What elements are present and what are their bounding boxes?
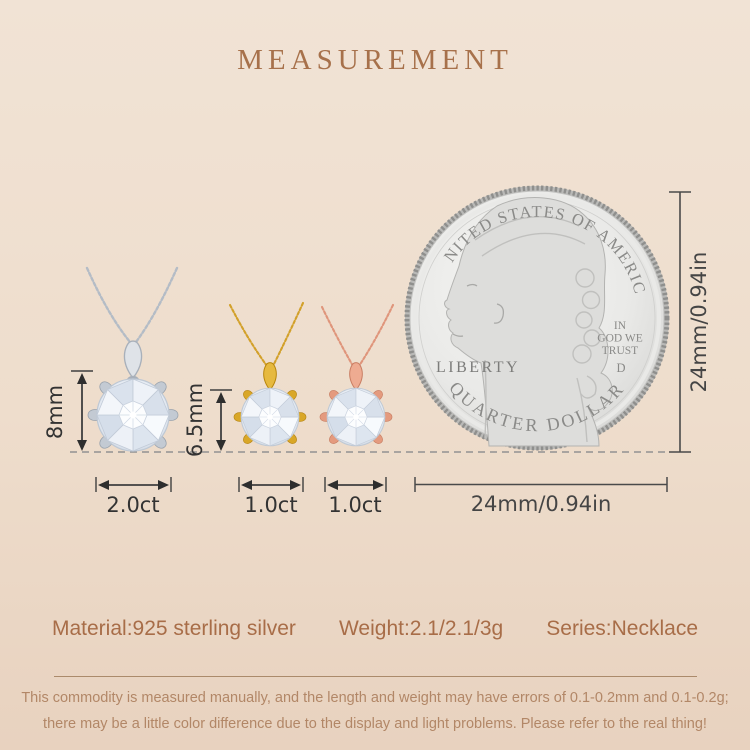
svg-text:GOD WE: GOD WE xyxy=(597,333,642,345)
spec-weight: Weight:2.1/2.1/3g xyxy=(338,617,504,640)
coin-mint-mark: D xyxy=(616,361,625,375)
measure-label: 6.5mm xyxy=(183,383,207,457)
measure-gold-carat: 1.0ct xyxy=(238,477,304,517)
coin-motto: IN GOD WE TRUST xyxy=(597,320,642,357)
measure-silver-height: 8mm xyxy=(43,370,93,451)
spec-series: Series:Necklace xyxy=(546,617,698,640)
measure-gold-height: 6.5mm xyxy=(183,383,232,457)
svg-text:IN: IN xyxy=(614,320,627,332)
measure-label: 1.0ct xyxy=(244,493,297,517)
measure-coin-width: 24mm/0.94in xyxy=(414,477,668,516)
pendant-rose-gold xyxy=(319,303,395,447)
page-title: MEASUREMENT xyxy=(237,44,513,76)
spec-material: Material:925 sterling silver xyxy=(52,617,296,640)
pendant-gold xyxy=(228,301,307,447)
measure-label: 2.0ct xyxy=(106,493,159,517)
disclaimer-note: This commodity is measured manually, and… xyxy=(0,676,750,737)
gemstone xyxy=(326,387,386,447)
measure-silver-carat: 2.0ct xyxy=(95,477,172,517)
gemstone xyxy=(96,378,170,452)
coin-quarter-dollar: UNITED STATES OF AMERICA QUARTER DOLLAR … xyxy=(404,185,670,451)
pendant-silver xyxy=(85,266,179,452)
coin-liberty: LIBERTY xyxy=(436,359,520,376)
svg-text:TRUST: TRUST xyxy=(602,345,638,357)
disclaimer-line-2: there may be a little color difference d… xyxy=(43,716,707,732)
washington-portrait xyxy=(444,197,613,447)
disclaimer-line-1: This commodity is measured manually, and… xyxy=(21,690,729,706)
chain xyxy=(320,303,395,368)
measure-label: 1.0ct xyxy=(328,493,381,517)
divider-line xyxy=(53,676,697,677)
measure-rose-carat: 1.0ct xyxy=(324,477,387,517)
product-specs: Material:925 sterling silver Weight:2.1/… xyxy=(0,617,750,641)
measure-label: 24mm/0.94in xyxy=(471,492,612,516)
measure-label: 8mm xyxy=(43,385,67,439)
chain xyxy=(228,301,305,368)
chain xyxy=(85,266,179,344)
gemstone xyxy=(240,387,300,447)
measure-coin-height: 24mm/0.94in xyxy=(669,191,711,453)
measure-label: 24mm/0.94in xyxy=(687,252,711,393)
